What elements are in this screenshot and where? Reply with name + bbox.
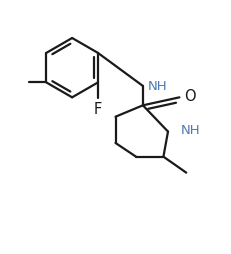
- Text: O: O: [184, 89, 196, 104]
- Text: F: F: [94, 102, 102, 117]
- Text: NH: NH: [181, 124, 200, 137]
- Text: NH: NH: [148, 80, 167, 93]
